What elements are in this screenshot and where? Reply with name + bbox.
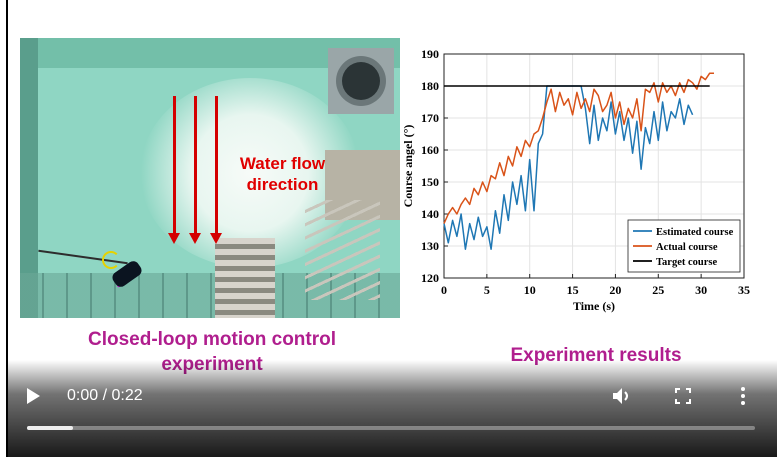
y-tick-label: 120: [421, 271, 439, 285]
y-tick-label: 170: [421, 111, 439, 125]
water-flow-label: Water flow direction: [239, 154, 326, 194]
volume-icon[interactable]: [612, 386, 634, 406]
legend-entry: Estimated course: [656, 227, 734, 238]
tank-wall-left: [20, 38, 38, 318]
plot-frame: [443, 53, 745, 279]
y-tick-label: 190: [421, 47, 439, 61]
y-tick-label: 160: [421, 143, 439, 157]
y-tick-label: 150: [421, 175, 439, 189]
x-tick-label: 0: [441, 283, 447, 297]
flow-arrow-icon: [210, 96, 222, 244]
yellow-wire: [102, 251, 120, 269]
course-angle-chart: 0 5 10 15 20 25 30 35 120 130 140 150 160 170 180 190 Ti…: [398, 40, 777, 320]
legend-entry: Actual course: [656, 242, 718, 253]
frame-edge: [6, 0, 8, 457]
x-tick-label: 30: [695, 283, 707, 297]
flow-arrow-icon: [189, 96, 201, 244]
time-display: 0:00 / 0:22: [67, 387, 143, 404]
y-tick-label: 180: [421, 79, 439, 93]
x-tick-label: 20: [609, 283, 621, 297]
video-frame[interactable]: Water flow direction 0 5 10 15 20 25 30 35 120 13…: [6, 0, 777, 457]
y-tick-label: 140: [421, 207, 439, 221]
legend-entry: Target course: [656, 257, 717, 268]
x-tick-label: 10: [524, 283, 536, 297]
flow-arrow-icon: [168, 96, 180, 244]
x-axis-label: Time (s): [573, 299, 615, 313]
y-tick-label: 130: [421, 239, 439, 253]
y-axis-label: Course angel (°): [401, 125, 415, 208]
chart-svg: 0 5 10 15 20 25 30 35 120 130 140 150 160 170 180 190 Ti…: [401, 47, 750, 313]
tank-steps: [215, 238, 275, 318]
progress-played: [27, 426, 73, 430]
player-controls-bar: [6, 360, 777, 457]
experiment-video-scene: Water flow direction: [20, 38, 400, 318]
x-tick-label: 35: [738, 283, 750, 297]
more-options-icon[interactable]: [739, 386, 747, 406]
series-line: [443, 72, 714, 224]
play-icon[interactable]: [27, 388, 40, 404]
x-tick-label: 15: [567, 283, 579, 297]
drain-outlet: [328, 48, 394, 114]
progress-track[interactable]: [27, 426, 755, 430]
x-tick-label: 25: [652, 283, 664, 297]
x-tick-label: 5: [484, 283, 490, 297]
tank-ladder: [305, 200, 380, 300]
fullscreen-icon[interactable]: [675, 388, 691, 404]
